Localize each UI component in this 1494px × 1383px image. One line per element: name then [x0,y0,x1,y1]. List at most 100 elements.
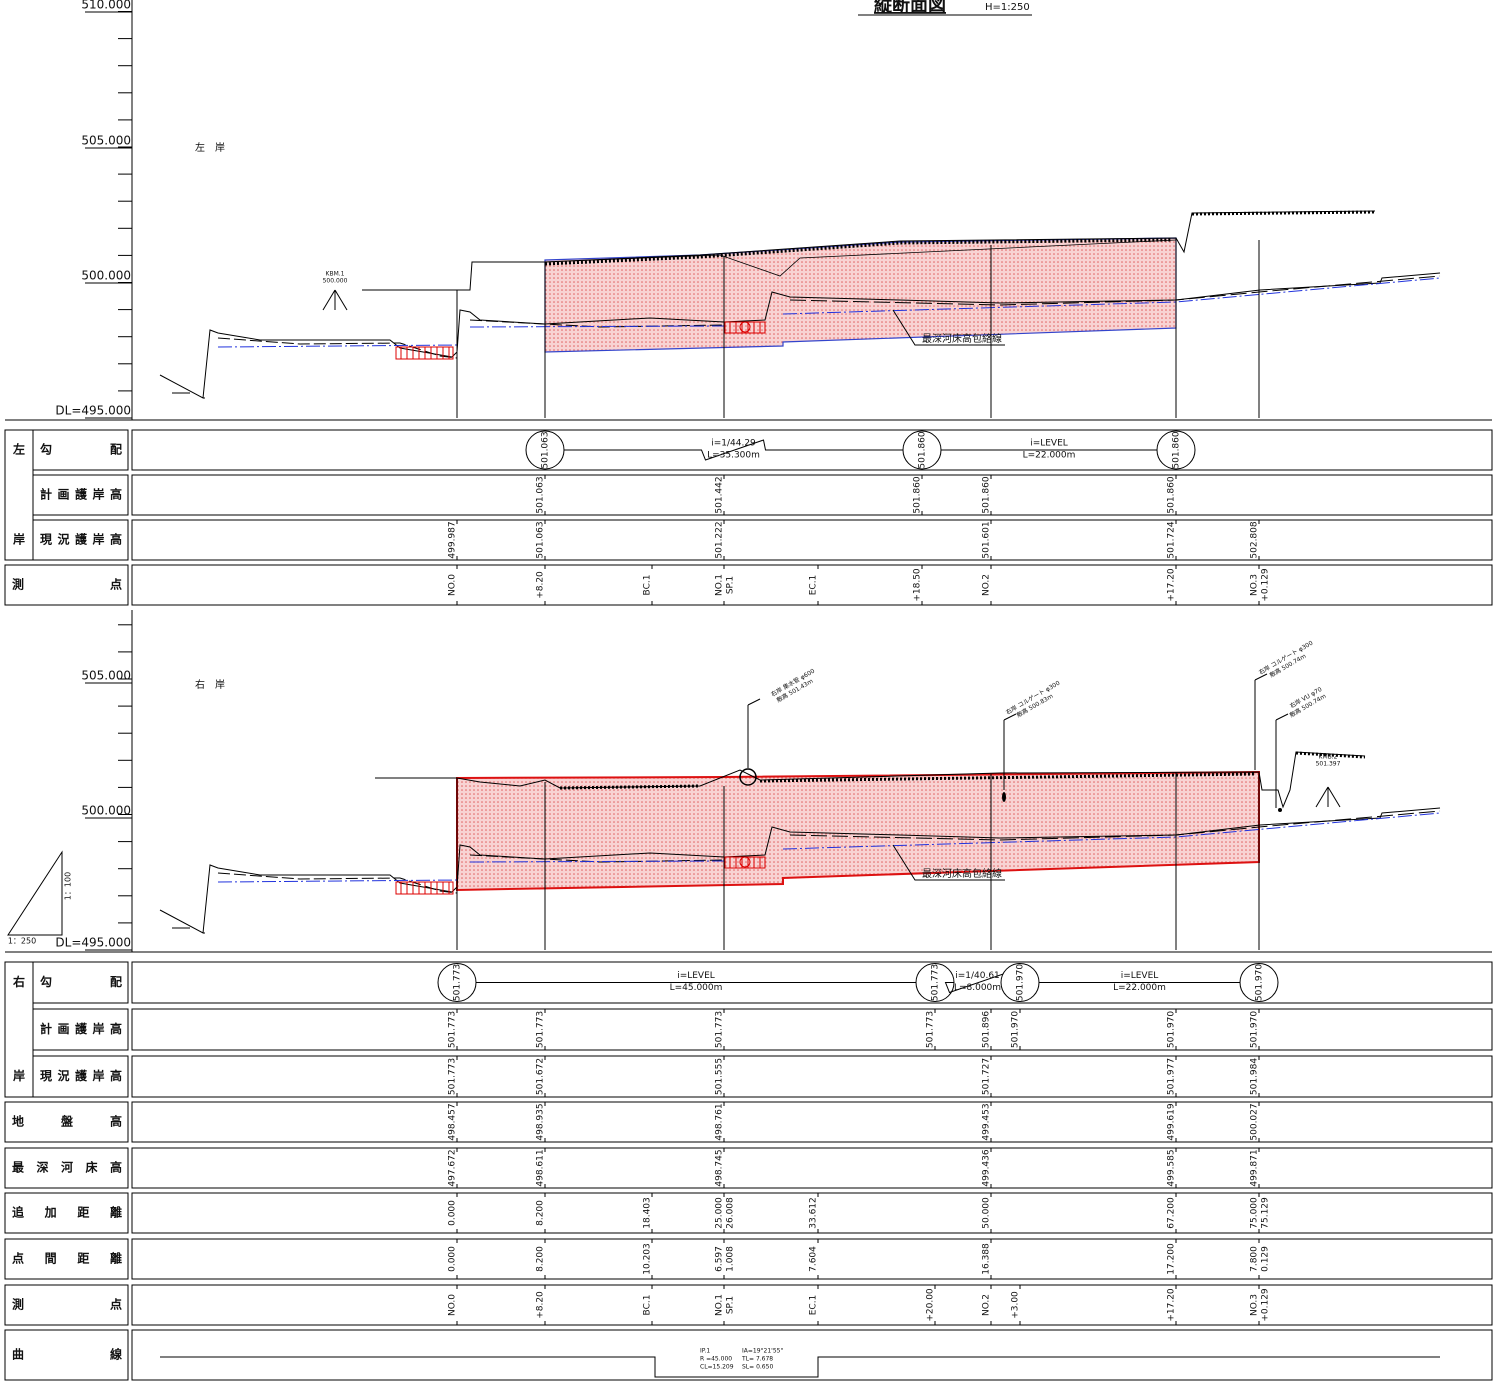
row-label-cell [5,1148,128,1188]
label: DL=495.000 [55,936,131,950]
label: 1：250 [8,937,36,946]
bank-cell [5,430,33,560]
label: 勾配 [40,442,122,457]
profile-line [760,774,1256,781]
label: 505.000 [81,669,131,683]
pipe [740,769,756,785]
label: 0.000 [448,1246,458,1272]
label: IP.1 [700,1348,710,1355]
label: IA=19°21'55" [742,1348,783,1355]
label: EC.1 [809,1295,819,1316]
profile-line [1255,674,1267,680]
label: 501.773 [931,964,941,1001]
row-label-cell [5,1102,128,1142]
label: 501.724 [1167,521,1177,558]
label: 16.388 [982,1243,992,1275]
label: +3.00 [1011,1291,1021,1319]
scale-triangle [8,852,62,935]
label: 500.027 [1250,1103,1260,1140]
profile-line [218,338,457,358]
label: NO.2 [982,574,992,596]
profile-line [218,880,460,882]
label: 499.987 [448,521,458,558]
label: 501.773 [926,1011,936,1048]
row-cell [132,1148,1492,1188]
label: KMB.2 [1319,754,1338,761]
pipe [740,857,750,867]
label: 右 [12,974,25,989]
label: 500.000 [81,804,131,818]
pipe [740,322,750,332]
profile-line [564,440,903,460]
label: 498.611 [536,1149,546,1186]
row-cell [132,1193,1492,1233]
label: 最深河床高 [12,1160,122,1175]
label: +0.129 [1261,1288,1271,1322]
label: 501.860 [1167,476,1177,513]
label: 501.222 [715,521,725,558]
label: 501.063 [541,431,551,468]
label: NO.2 [982,1294,992,1316]
label: BC.1 [643,1295,653,1316]
label: 曲線 [12,1347,122,1362]
label: 501.063 [536,476,546,513]
profile-line [218,345,460,347]
label: 6.597 [715,1246,725,1272]
label: 501.773 [448,1058,458,1095]
profile-line [560,786,700,788]
label: 0.129 [1261,1246,1271,1272]
label: 計画護岸高 [40,487,122,502]
label: 501.442 [715,476,725,513]
label: 測点 [12,577,122,592]
label: L=22.000m [1023,451,1076,461]
label: i=LEVEL [1121,971,1159,981]
profile-line [470,861,724,862]
label: 地盤高 [12,1114,122,1129]
label: KBM.1 [326,271,345,278]
profile-line [748,699,760,705]
label: NO.1 [715,574,725,596]
label: 左 岸 [195,141,225,154]
label: i=1/44.29 [711,439,756,449]
label: SP.1 [726,1296,736,1314]
label: 現況護岸高 [40,1068,122,1083]
row-label-cell [5,1193,128,1233]
label: 501.860 [982,476,992,513]
line [335,290,347,310]
label: 10.203 [643,1243,653,1275]
scale: H=1:250 [985,2,1030,13]
label: 501.970 [1167,1011,1177,1048]
label: 右 岸 [195,678,225,691]
label: 最深河床高包絡線 [922,332,1002,345]
profile-line [362,211,1375,290]
row-cell [132,1056,1492,1097]
label: 33.612 [809,1197,819,1229]
label: CL=15.209 [700,1364,734,1371]
label: 勾配 [40,974,122,989]
label: 498.745 [715,1149,725,1186]
label: +20.00 [926,1288,936,1322]
label: NO.1 [715,1294,725,1316]
label: 8.200 [536,1200,546,1226]
row-cell [132,565,1492,605]
label: i=LEVEL [677,971,715,981]
label: 500.000 [323,278,348,285]
gradient-circle [1157,431,1195,469]
label: 現況護岸高 [40,532,122,547]
label: 501.977 [1167,1058,1177,1095]
label: 17.200 [1167,1243,1177,1275]
label: 26.008 [726,1197,736,1229]
label: +17.20 [1167,568,1177,602]
label: 1：100 [64,872,73,900]
label: 測点 [12,1297,122,1312]
label: 501.970 [1255,964,1265,1001]
profile-line [893,310,1005,345]
label: L=8.000m [954,983,1001,993]
label: 501.773 [715,1011,725,1048]
label: 追加距離 [12,1205,122,1220]
label: 501.860 [918,431,928,468]
row-cell [132,430,1492,470]
profile-line [470,326,724,327]
label: 501.773 [536,1011,546,1048]
label: 左 [12,442,25,457]
